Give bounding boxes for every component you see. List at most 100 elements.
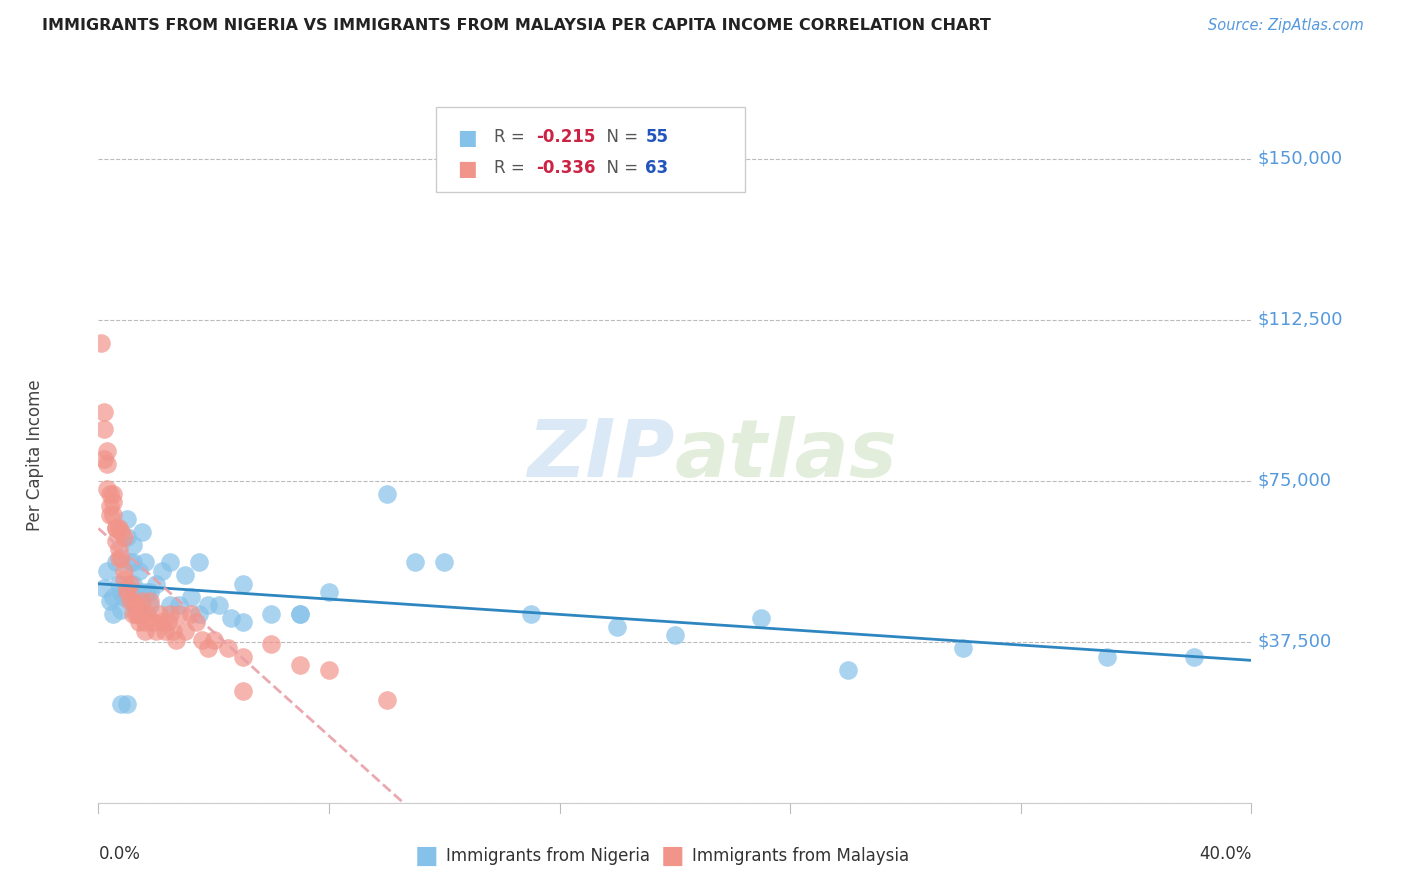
Point [405, 555, 427, 569]
Point [952, 641, 974, 656]
Point [150, 615, 173, 630]
Point [167, 599, 190, 613]
Point [131, 594, 153, 608]
Point [128, 607, 150, 621]
Point [131, 607, 153, 621]
Point [433, 555, 456, 569]
Text: ■: ■ [457, 128, 477, 147]
Text: Source: ZipAtlas.com: Source: ZipAtlas.com [1208, 18, 1364, 33]
Point [375, 692, 398, 706]
Point [90, 336, 112, 351]
Text: Per Capita Income: Per Capita Income [25, 379, 44, 531]
Point [134, 624, 156, 638]
Text: Immigrants from Malaysia: Immigrants from Malaysia [692, 847, 908, 865]
Point [139, 594, 162, 608]
Point [219, 611, 242, 625]
Point [231, 684, 254, 698]
Point [1097, 649, 1119, 664]
Point [128, 615, 150, 630]
Point [148, 607, 170, 621]
Text: ■: ■ [661, 845, 685, 868]
Point [101, 590, 124, 604]
Text: R =: R = [494, 159, 530, 177]
Text: IMMIGRANTS FROM NIGERIA VS IMMIGRANTS FROM MALAYSIA PER CAPITA INCOME CORRELATIO: IMMIGRANTS FROM NIGERIA VS IMMIGRANTS FR… [42, 18, 991, 33]
Point [112, 564, 135, 578]
Point [125, 607, 148, 621]
Point [98, 508, 121, 522]
Text: -0.336: -0.336 [536, 159, 595, 177]
Point [110, 697, 132, 711]
Text: 55: 55 [645, 128, 668, 145]
Point [104, 521, 127, 535]
Point [202, 632, 225, 647]
Point [104, 521, 127, 535]
Text: ZIP: ZIP [527, 416, 675, 494]
Point [98, 594, 121, 608]
Point [153, 624, 176, 638]
Text: ■: ■ [415, 845, 439, 868]
Point [101, 508, 124, 522]
Point [122, 576, 145, 591]
Point [125, 599, 148, 613]
Point [93, 452, 115, 467]
Point [131, 585, 153, 599]
Point [136, 607, 159, 621]
Point [174, 568, 197, 582]
Point [159, 607, 181, 621]
Point [217, 641, 239, 656]
Point [120, 594, 142, 608]
Point [191, 632, 214, 647]
Point [260, 607, 283, 621]
Text: atlas: atlas [675, 416, 897, 494]
Point [208, 599, 231, 613]
Point [120, 555, 142, 569]
Point [107, 551, 129, 566]
Point [142, 615, 165, 630]
Point [117, 585, 138, 599]
Text: 40.0%: 40.0% [1199, 845, 1251, 863]
Point [117, 529, 138, 543]
Point [98, 500, 121, 514]
Point [110, 602, 132, 616]
Point [104, 533, 127, 548]
Point [197, 599, 219, 613]
Text: N =: N = [596, 128, 644, 145]
Point [110, 525, 132, 540]
Point [125, 585, 148, 599]
Point [180, 590, 202, 604]
Point [664, 628, 686, 642]
Point [96, 483, 118, 497]
Point [162, 624, 184, 638]
Point [260, 637, 283, 651]
Point [188, 555, 211, 569]
Text: Immigrants from Nigeria: Immigrants from Nigeria [446, 847, 650, 865]
Point [93, 581, 115, 595]
Point [159, 555, 181, 569]
Point [134, 615, 156, 630]
Point [159, 599, 181, 613]
Point [93, 405, 115, 419]
Point [101, 607, 124, 621]
Text: $75,000: $75,000 [1257, 472, 1331, 490]
Point [112, 573, 135, 587]
Point [180, 607, 202, 621]
Text: $37,500: $37,500 [1257, 632, 1331, 651]
Point [231, 576, 254, 591]
Text: -0.215: -0.215 [536, 128, 595, 145]
Point [167, 607, 190, 621]
Point [145, 576, 167, 591]
Point [110, 585, 132, 599]
Point [290, 607, 312, 621]
Point [318, 663, 340, 677]
Point [131, 525, 153, 540]
Point [165, 632, 187, 647]
Text: 63: 63 [645, 159, 668, 177]
Point [117, 581, 138, 595]
Point [136, 585, 159, 599]
Point [122, 594, 145, 608]
Point [290, 607, 312, 621]
Text: R =: R = [494, 128, 530, 145]
Point [837, 663, 859, 677]
Point [1182, 649, 1205, 664]
Text: N =: N = [596, 159, 644, 177]
